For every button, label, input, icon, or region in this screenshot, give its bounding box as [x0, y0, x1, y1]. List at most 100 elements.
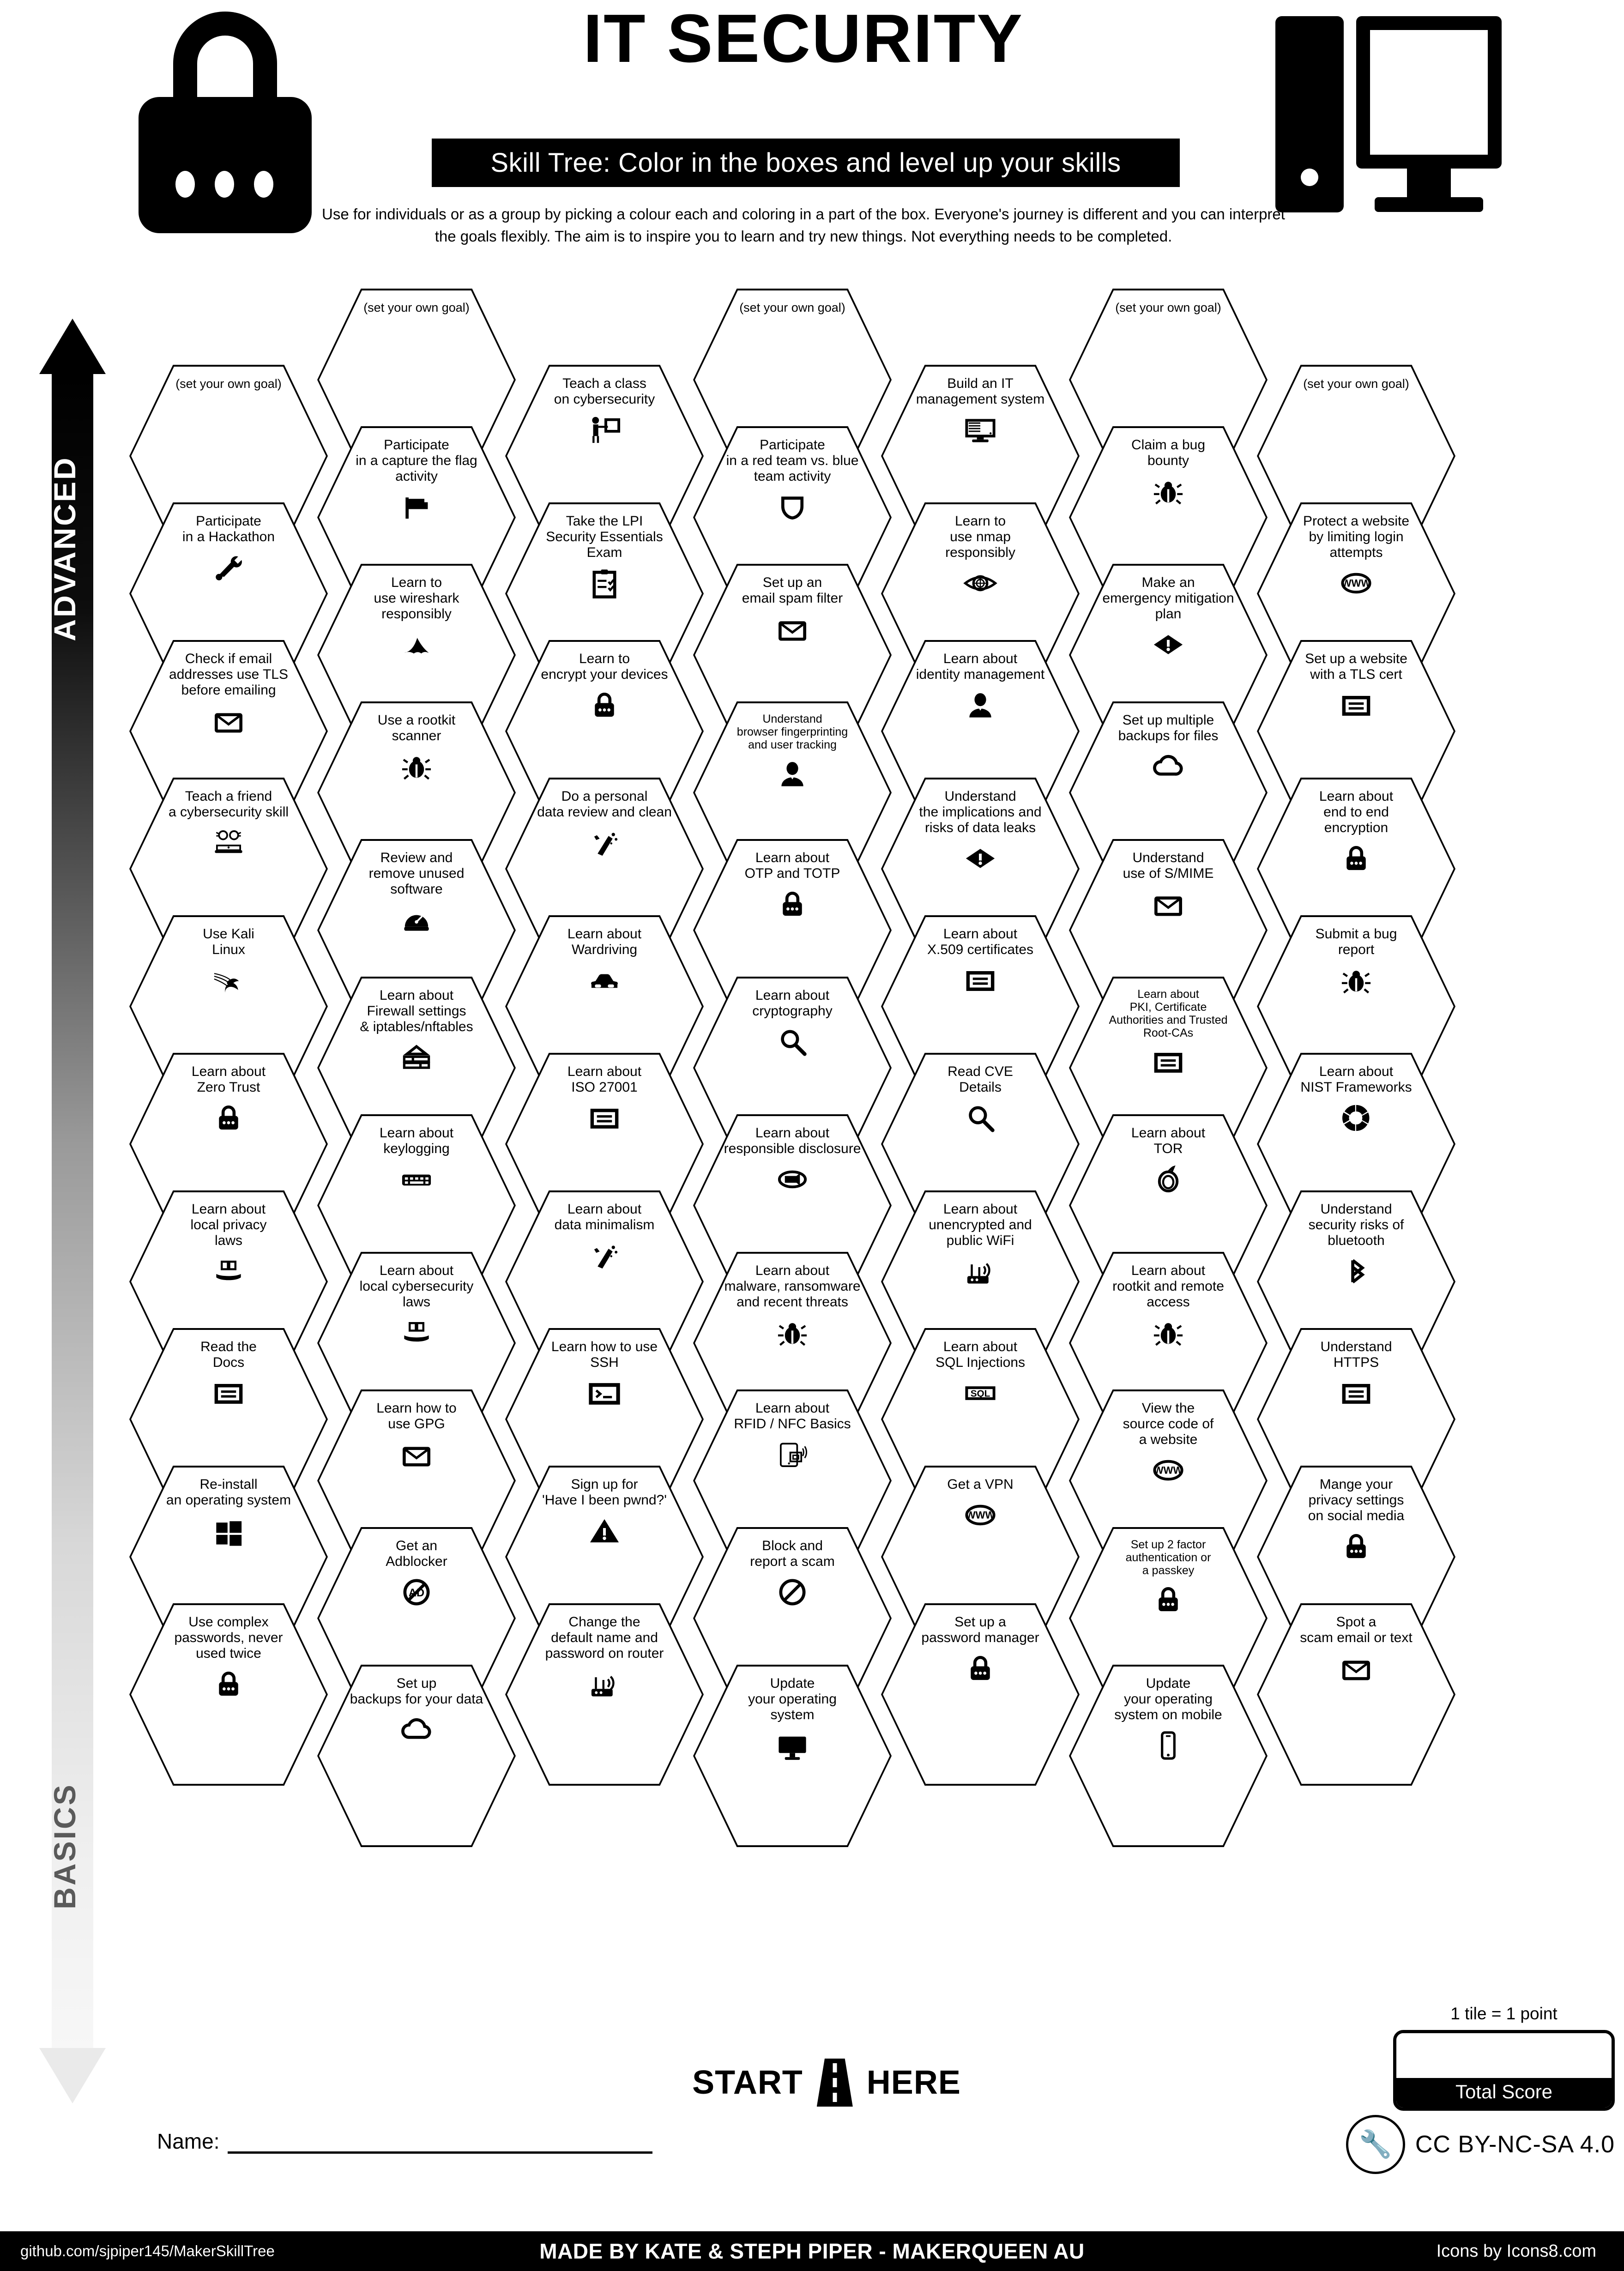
shark-fin-icon	[399, 627, 434, 663]
skill-tile-content: (set your own goal)	[1273, 365, 1439, 432]
skill-tile-content: Update your operating system on mobile	[1085, 1665, 1251, 1764]
skill-tile-label: Claim a bug bounty	[1131, 437, 1206, 468]
skill-tile[interactable]: Set up backups for your data	[317, 1665, 516, 1847]
skill-tile[interactable]: Use complex passwords, never used twice	[129, 1603, 328, 1786]
skill-tile[interactable]: Teach a class on cybersecurity	[505, 365, 704, 547]
page-footer: github.com/sjpiper145/MakerSkillTree MAD…	[0, 2231, 1624, 2271]
skill-tile-label: Take the LPI Security Essentials Exam	[546, 513, 663, 560]
document-icon	[587, 1100, 622, 1136]
skill-tile[interactable]: Participate in a capture the flag activi…	[317, 426, 516, 609]
skill-tile[interactable]: Understand browser fingerprinting and us…	[693, 701, 892, 884]
licence-block: 🔧 CC BY-NC-SA 4.0	[1346, 2115, 1615, 2174]
skill-tile-content: (set your own goal)	[709, 289, 875, 356]
broom-icon	[587, 825, 622, 861]
skill-tile-content: Learn how to use SSH	[521, 1328, 688, 1411]
skill-tile[interactable]: Understand HTTPS	[1257, 1328, 1455, 1510]
skill-tile-content: Learn to encrypt your devices	[521, 640, 688, 723]
github-link[interactable]: github.com/sjpiper145/MakerSkillTree	[20, 2242, 275, 2259]
skill-tile-content: Spot a scam email or text	[1273, 1603, 1439, 1686]
skill-tile-content: Learn about ISO 27001	[521, 1053, 688, 1136]
skill-tile-label: Set up 2 factor authentication or a pass…	[1125, 1538, 1211, 1577]
skill-tile[interactable]: Read CVE Details	[881, 1053, 1080, 1235]
skill-tile[interactable]: Learn about keylogging	[317, 1114, 516, 1297]
skill-tile-label: (set your own goal)	[175, 377, 282, 391]
skill-tile[interactable]: Take the LPI Security Essentials Exam	[505, 502, 704, 685]
donut-icon	[1339, 1100, 1373, 1136]
skill-tile[interactable]: Learn about malware, ransomware and rece…	[693, 1252, 892, 1434]
clipboard-check-icon	[587, 565, 622, 601]
skill-tile-label: Sign up for 'Have I been pwnd?'	[542, 1477, 667, 1508]
name-input-rule[interactable]	[228, 2149, 653, 2154]
envelope-icon	[399, 1437, 434, 1473]
padlock-icon	[139, 12, 312, 233]
skill-tile-content: Learn about malware, ransomware and rece…	[709, 1252, 875, 1351]
skill-tile[interactable]: Set up a website with a TLS cert	[1257, 640, 1455, 822]
skill-tile-content: Understand use of S/MIME	[1085, 839, 1251, 922]
envelope-icon	[775, 611, 809, 647]
terminal-icon	[587, 1375, 622, 1411]
skill-tile-content: Build an IT management system	[897, 365, 1063, 448]
skill-tile[interactable]: Learn about Wardriving	[505, 915, 704, 1098]
skill-tile-content: Block and report a scam	[709, 1527, 875, 1610]
www-icon: WWW	[1151, 1452, 1185, 1488]
icons-credit[interactable]: Icons by Icons8.com	[1436, 2241, 1596, 2261]
name-field[interactable]: Name:	[157, 2129, 653, 2154]
skill-tile[interactable]: Change the default name and password on …	[505, 1603, 704, 1786]
skill-tile[interactable]: Mange your privacy settings on social me…	[1257, 1466, 1455, 1648]
skill-tile[interactable]: Learn about unencrypted and public WiFi	[881, 1190, 1080, 1373]
skill-tile-label: Use complex passwords, never used twice	[174, 1614, 283, 1661]
skill-tile-label: Build an IT management system	[916, 376, 1045, 407]
nfc-phone-icon	[775, 1437, 809, 1473]
open-book-hand-icon	[399, 1315, 434, 1351]
skill-tile[interactable]: Set up an email spam filter	[693, 564, 892, 746]
padlock-icon	[775, 886, 809, 922]
skill-tile-content: Learn about keylogging	[333, 1114, 500, 1197]
skill-tile[interactable]: Learn about cryptography	[693, 977, 892, 1159]
skill-tile-content: Use complex passwords, never used twice	[145, 1603, 312, 1702]
skill-tile[interactable]: Learn about local cybersecurity laws	[317, 1252, 516, 1434]
skill-tile[interactable]: Set up 2 factor authentication or a pass…	[1069, 1527, 1268, 1709]
skill-tile[interactable]: Understand use of S/MIME	[1069, 839, 1268, 1021]
score-input[interactable]	[1396, 2033, 1612, 2078]
document-icon	[1339, 1375, 1373, 1411]
skill-tile[interactable]: Check if email addresses use TLS before …	[129, 640, 328, 822]
skill-tile-content: Learn about SQL Injections SQL	[897, 1328, 1063, 1411]
skill-tile[interactable]: Learn how to use SSH	[505, 1328, 704, 1510]
skill-tile[interactable]: Learn about identity management	[881, 640, 1080, 822]
kali-dragon-icon	[211, 962, 246, 998]
skill-tile[interactable]: Learn about Firewall settings & iptables…	[317, 977, 516, 1159]
skill-tile-content: Submit a bug report	[1273, 915, 1439, 998]
skill-tile-content: Understand security risks of bluetooth	[1273, 1190, 1439, 1289]
skill-tile-content: Set up multiple backups for files	[1085, 701, 1251, 785]
skill-tile-content: Learn about RFID / NFC Basics	[709, 1389, 875, 1473]
skill-tile-content: Read CVE Details	[897, 1053, 1063, 1136]
skill-tile-content: Set up a password manager	[897, 1603, 1063, 1686]
skill-tile[interactable]: Update your operating system	[693, 1665, 892, 1847]
person-icon	[963, 687, 997, 723]
skill-tile-label: Submit a bug report	[1315, 926, 1397, 957]
skill-tile[interactable]: Update your operating system on mobile	[1069, 1665, 1268, 1847]
padlock-icon	[211, 1666, 246, 1702]
skill-tile-label: Check if email addresses use TLS before …	[169, 651, 288, 698]
skill-tile[interactable]: Learn about ISO 27001	[505, 1053, 704, 1235]
skill-tile-label: Learn about NIST Frameworks	[1300, 1064, 1412, 1095]
total-score-box[interactable]: Total Score	[1393, 2030, 1615, 2111]
skill-tile[interactable]: Learn about OTP and TOTP	[693, 839, 892, 1021]
skill-tile-label: Make an emergency mitigation plan	[1102, 575, 1234, 622]
router-icon	[587, 1666, 622, 1702]
skill-tile-label: Learn about OTP and TOTP	[744, 850, 840, 881]
skill-tile[interactable]: Spot a scam email or text	[1257, 1603, 1455, 1786]
skill-tile-label: Learn about rootkit and remote access	[1112, 1263, 1224, 1310]
skill-tile-content: Do a personal data review and clean	[521, 778, 688, 861]
skill-tile-content: Re-install an operating system	[145, 1466, 312, 1549]
skill-tile-label: Learn about SQL Injections	[936, 1339, 1025, 1370]
no-ads-icon: AD	[399, 1574, 434, 1610]
skill-tile-label: Teach a friend a cybersecurity skill	[168, 789, 289, 820]
skill-tile[interactable]: Understand the implications and risks of…	[881, 778, 1080, 960]
skill-tile-label: Learn how to use GPG	[376, 1401, 457, 1431]
skill-tile-label: Learn about Wardriving	[567, 926, 642, 957]
skill-tile-content: Use a rootkit scanner	[333, 701, 500, 785]
skill-tile-label: Set up multiple backups for files	[1118, 713, 1219, 743]
skill-tile-label: Use Kali Linux	[203, 926, 254, 957]
skill-tile[interactable]: Set up a password manager	[881, 1603, 1080, 1786]
